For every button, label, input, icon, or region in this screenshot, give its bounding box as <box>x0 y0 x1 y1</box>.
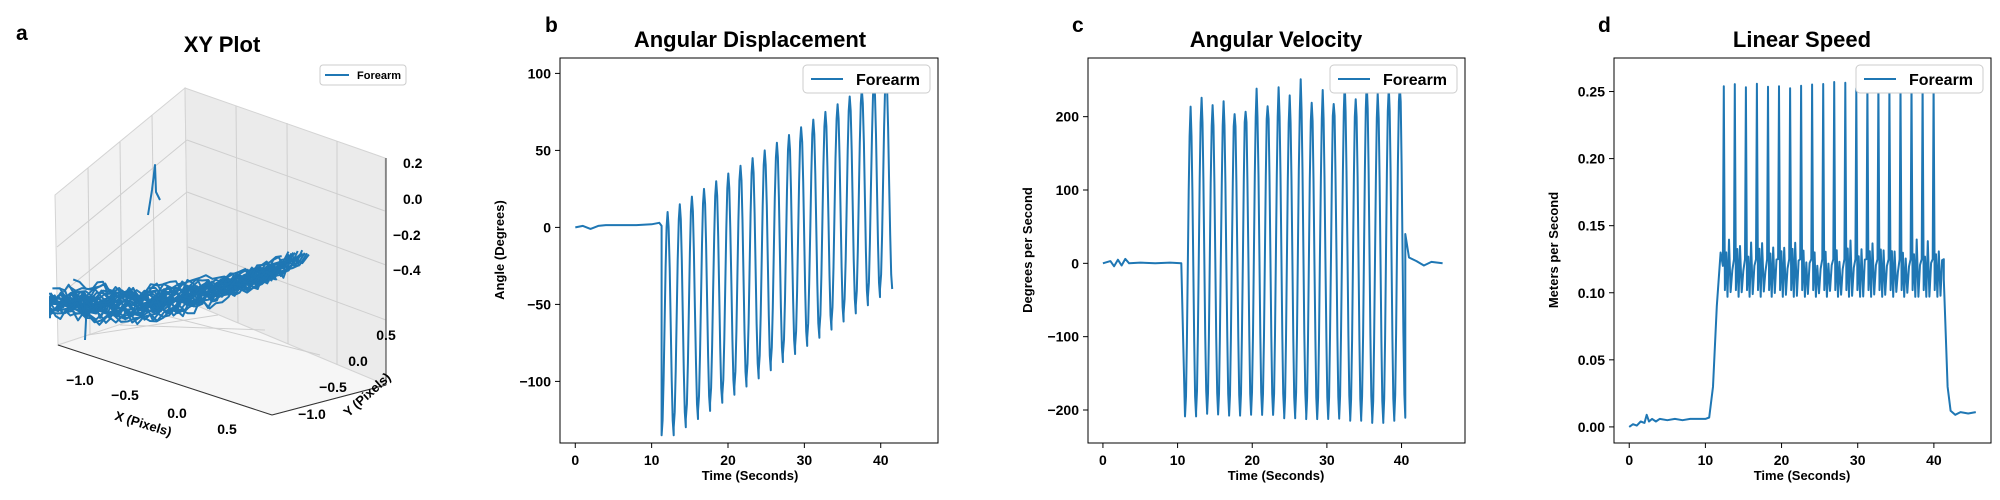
y-tick-label: −100 <box>1047 329 1079 345</box>
panel-letter-d: d <box>1598 14 1611 37</box>
plot-frame <box>1613 57 1992 444</box>
plot-b: 0 10 20 30 40 100 50 0 −50 −100 <box>519 57 939 468</box>
trajectory-spike <box>83 299 87 341</box>
y-axis-label-b: Angle (Degrees) <box>492 200 507 300</box>
y-tick-label: 0 <box>543 219 551 235</box>
legend-b: Forearm <box>802 64 931 94</box>
y-tick-label: 0.25 <box>1578 84 1605 100</box>
panel-letter-b: b <box>545 14 558 37</box>
x-tick-label: 0 <box>1099 452 1107 468</box>
y-tick-label: 0.00 <box>1578 419 1605 435</box>
x-tick-label: 40 <box>873 452 889 468</box>
x-tick-a-3: 0.5 <box>217 421 237 437</box>
z-tick-a-1: 0.0 <box>403 191 423 207</box>
legend-b-label: Forearm <box>856 72 920 89</box>
y-tick-label: 0 <box>1071 255 1079 271</box>
panel-d: d Linear Speed 0 10 20 30 40 0.25 0.20 0.15 0.10… <box>1546 14 1992 483</box>
x-tick-label: 0 <box>571 452 579 468</box>
series-line-forearm <box>575 72 894 437</box>
y-tick-a-0: −1.0 <box>298 406 326 422</box>
series-forearm-3d <box>49 164 310 341</box>
x-tick-label: 20 <box>720 452 736 468</box>
y-tick-label: −50 <box>527 296 551 312</box>
z-tick-a-2: −0.2 <box>393 227 421 243</box>
x-tick-label: 10 <box>1170 452 1186 468</box>
x-tick-label: 30 <box>1850 452 1866 468</box>
x-tick-label: 10 <box>644 452 660 468</box>
x-tick-label: 20 <box>1244 452 1260 468</box>
y-tick-label: 0.10 <box>1578 285 1605 301</box>
trajectory-loop <box>66 254 303 313</box>
trajectory-spike <box>147 164 161 216</box>
y-axis-label-c: Degrees per Second <box>1020 187 1035 313</box>
x-axis-label-a: X (Pixels) <box>113 408 173 439</box>
legend-d-label: Forearm <box>1909 72 1973 89</box>
plot-frame <box>1087 57 1466 444</box>
panel-d-title: Linear Speed <box>1733 27 1871 52</box>
panel-a-title: XY Plot <box>184 32 261 57</box>
y-tick-a-1: −0.5 <box>319 379 347 395</box>
x-tick-label: 30 <box>1319 452 1335 468</box>
y-tick-label: 0.05 <box>1578 352 1605 368</box>
legend-a: Forearm <box>319 64 407 86</box>
panel-c: c Angular Velocity 0 10 20 30 40 200 100 0 −100 −… <box>1020 14 1466 483</box>
y-tick-label: 200 <box>1056 109 1080 125</box>
y-tick-a-3: 0.5 <box>376 327 396 343</box>
x-tick-label: 10 <box>1698 452 1714 468</box>
trajectory-loop <box>58 252 296 308</box>
y-tick-label: 100 <box>1056 182 1080 198</box>
panel-c-title: Angular Velocity <box>1190 27 1363 52</box>
y-tick-label: −200 <box>1047 402 1079 418</box>
legend-c: Forearm <box>1329 64 1458 94</box>
z-tick-a-0: 0.2 <box>403 155 423 171</box>
plot-c: 0 10 20 30 40 200 100 0 −100 −200 <box>1047 57 1466 468</box>
y-axis-label-d: Meters per Second <box>1546 192 1561 308</box>
series-line-forearm <box>1628 80 1976 428</box>
legend-d: Forearm <box>1855 64 1984 94</box>
panel-letter-a: a <box>16 22 28 45</box>
x-axis-label-b: Time (Seconds) <box>702 468 799 483</box>
legend-a-label: Forearm <box>357 70 401 82</box>
panel-b-title: Angular Displacement <box>634 27 867 52</box>
panel-b: b Angular Displacement 0 10 20 30 40 100 50 0 −5… <box>492 14 939 483</box>
plot-frame <box>559 57 939 444</box>
y-tick-label: 0.20 <box>1578 151 1605 167</box>
y-tick-label: 100 <box>528 65 552 81</box>
legend-c-label: Forearm <box>1383 72 1447 89</box>
x-axis-line <box>57 344 273 416</box>
z-tick-a-3: −0.4 <box>393 262 421 278</box>
x-tick-label: 30 <box>797 452 813 468</box>
x-tick-label: 40 <box>1394 452 1410 468</box>
series-line-forearm <box>1102 78 1443 424</box>
y-tick-label: 0.15 <box>1578 218 1605 234</box>
plot-d: 0 10 20 30 40 0.25 0.20 0.15 0.10 0.05 0.00 <box>1578 57 1992 468</box>
x-tick-label: 40 <box>1926 452 1942 468</box>
y-axis-line <box>271 384 387 416</box>
x-tick-label: 0 <box>1625 452 1633 468</box>
y-tick-label: −100 <box>519 373 551 389</box>
x-tick-label: 20 <box>1774 452 1790 468</box>
x-axis-label-d: Time (Seconds) <box>1754 468 1851 483</box>
x-tick-a-2: 0.0 <box>167 405 187 421</box>
grid-3d <box>56 105 387 365</box>
y-tick-label: 50 <box>535 142 551 158</box>
x-tick-a-0: −1.0 <box>66 372 94 388</box>
x-tick-a-1: −0.5 <box>111 387 139 403</box>
x-axis-label-c: Time (Seconds) <box>1228 468 1325 483</box>
panel-letter-c: c <box>1072 14 1084 37</box>
y-tick-a-2: 0.0 <box>348 353 368 369</box>
panel-a: a XY Plot −1.0 <box>16 22 423 439</box>
trajectory-loop <box>49 265 281 318</box>
